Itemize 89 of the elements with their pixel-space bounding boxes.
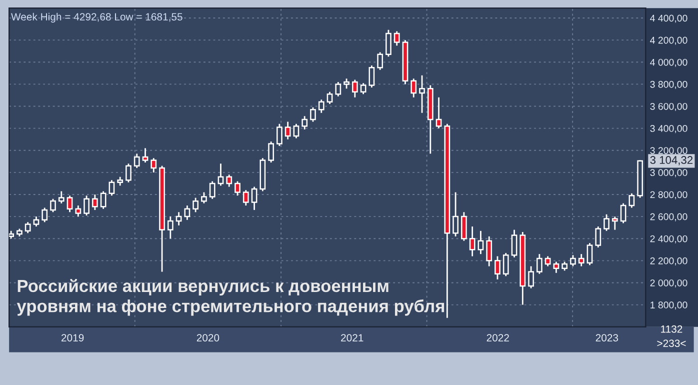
y-tick-label: 4 200,00 [650, 36, 688, 45]
candlestick [134, 152, 140, 169]
candlestick [92, 194, 98, 211]
candlestick [58, 190, 64, 204]
candlestick [326, 91, 333, 105]
candlestick [50, 198, 56, 213]
annotation: Российские акции вернулись к довоенным уровням на фоне стремительного падения рубля [16, 279, 444, 316]
candlestick [167, 216, 174, 240]
candlestick [377, 52, 384, 71]
x-tick-label: 2021 [341, 334, 364, 342]
y-tick-label: 4 400,00 [650, 14, 688, 23]
candlestick [184, 204, 190, 221]
y-tick-label: 2 400,00 [650, 235, 688, 244]
candlestick [570, 254, 576, 267]
candlestick [478, 230, 484, 255]
candlestick [302, 115, 308, 130]
chart-title: Week High = 4292,68 Low = 1681,55 [11, 12, 182, 23]
y-tick-label: 2 000,00 [650, 279, 688, 288]
candlestick [360, 82, 366, 95]
candlestick [108, 179, 115, 196]
candlestick [344, 78, 350, 90]
candlestick [318, 98, 324, 114]
candlestick [628, 192, 635, 208]
candlestick [42, 207, 48, 223]
candlestick [126, 162, 132, 184]
candlestick [142, 147, 148, 164]
candlestick [201, 192, 207, 204]
y-tick-label: 2 600,00 [650, 213, 688, 222]
candlestick [612, 216, 618, 230]
candlestick [578, 253, 584, 267]
y-tick-label: 3 400,00 [650, 125, 688, 134]
candlestick [251, 186, 258, 211]
y-tick-label: 3 600,00 [650, 102, 688, 112]
candlestick [352, 79, 358, 98]
text: >233< [657, 340, 686, 347]
candlestick [284, 121, 291, 140]
candlestick [234, 180, 240, 196]
candlestick [544, 256, 551, 267]
y-tick-label: 1 800,00 [650, 302, 688, 310]
candlestick [620, 202, 626, 224]
candlestick [150, 157, 157, 174]
candlestick [293, 123, 300, 139]
x-tick-label: 2022 [486, 334, 509, 342]
candlestick [176, 211, 182, 226]
x-tick-label: 2019 [62, 334, 84, 342]
candlestick [268, 140, 274, 164]
y-tick-label: 2 200,00 [650, 257, 688, 266]
y-tick-label: 3 000,00 [650, 169, 688, 178]
candlestick [84, 194, 90, 216]
candlestick [24, 221, 31, 234]
candlestick [469, 226, 476, 257]
candlestick [502, 252, 509, 277]
candlestick [461, 211, 467, 242]
candlestick [335, 81, 342, 98]
candlestick [66, 194, 73, 213]
y-tick-label: 4 000,00 [650, 58, 688, 67]
candlestick [100, 190, 106, 210]
candlestick [209, 180, 216, 200]
text: 1132 [661, 325, 682, 333]
candlestick [410, 78, 417, 98]
candlestick [511, 229, 518, 258]
candlestick [242, 189, 249, 206]
candlestick [33, 216, 40, 228]
candlestick [419, 74, 425, 114]
candlestick [192, 197, 199, 213]
x-tick-label: 2020 [196, 334, 220, 342]
candlestick [310, 106, 316, 122]
candlestick [536, 253, 542, 275]
y-tick-label: 3 800,00 [650, 80, 688, 89]
candlestick [75, 204, 82, 218]
y-tick-label: 2 800,00 [650, 191, 688, 200]
candlestick [595, 226, 602, 248]
candlestick [586, 242, 593, 266]
candlestick [452, 192, 458, 238]
candlestick [604, 214, 610, 232]
candlestick [486, 236, 492, 267]
candlestick [494, 256, 500, 280]
candlestick [218, 162, 224, 186]
candlestick [226, 174, 232, 188]
candlestick [394, 30, 400, 46]
y-tick-label: 3 200,00 [650, 147, 688, 156]
candlestick [436, 96, 442, 130]
candlestick [386, 29, 392, 58]
candlestick [553, 261, 560, 274]
x-tick-label: 2023 [596, 334, 618, 342]
candlestick [528, 266, 534, 289]
candlestick [368, 64, 375, 88]
candlestick [276, 123, 282, 147]
text: 3 104,32 [650, 156, 693, 166]
